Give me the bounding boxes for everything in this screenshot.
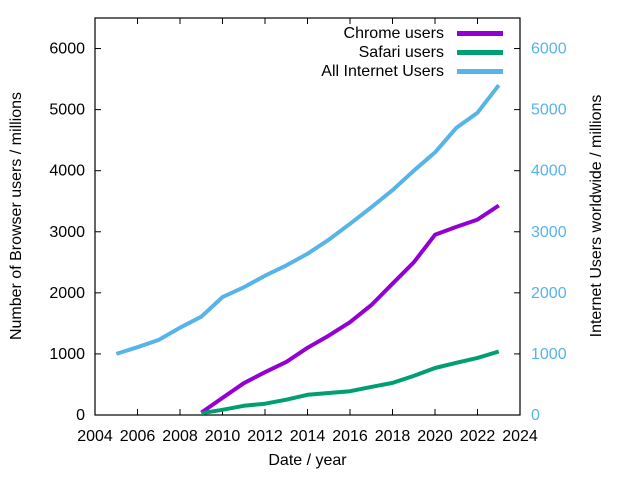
plot-border: [94, 17, 521, 416]
y-axis-right: 0 1000 2000 3000 4000 5000 6000: [514, 41, 567, 424]
x-tick-label: 2024: [502, 428, 538, 445]
legend-item-all-internet-users: All Internet Users: [321, 62, 503, 81]
y2-tick-label: 4000: [531, 163, 567, 180]
y2-tick-label: 2000: [531, 285, 567, 302]
legend-item-safari-users: Safari users: [321, 43, 503, 62]
y2-axis-title: Internet Users worldwide / millions: [588, 94, 605, 338]
series-line-safari-users: [200, 349, 500, 416]
y2-tick-label: 3000: [531, 224, 567, 241]
y-tick-label: 2000: [49, 285, 85, 302]
legend-swatch-chrome-users: [457, 31, 503, 36]
y-tick-label: 4000: [49, 163, 85, 180]
legend-label-all-internet-users: All Internet Users: [321, 63, 444, 80]
y-axis-left: 0 1000 2000 3000 4000 5000 6000: [49, 41, 101, 424]
legend-swatch-safari-users: [457, 50, 503, 55]
x-tick-label: 2004: [77, 428, 113, 445]
legend-swatch-all-internet-users: [457, 69, 503, 74]
y-tick-label: 3000: [49, 224, 85, 241]
x-tick-label: 2014: [290, 428, 326, 445]
x-axis: 2004 2006 2008 2010 2012 2014 2016 2018 2020 2022…: [77, 18, 538, 445]
x-tick-label: 2012: [247, 428, 283, 445]
y2-tick-label: 1000: [531, 346, 567, 363]
y-tick-label: 6000: [49, 41, 85, 58]
x-tick-label: 2006: [120, 428, 156, 445]
legend: Chrome users Safari users All Internet U…: [321, 24, 503, 81]
y2-tick-label: 5000: [531, 102, 567, 119]
x-tick-label: 2008: [162, 428, 198, 445]
x-tick-label: 2010: [205, 428, 241, 445]
y-tick-label: 0: [76, 407, 85, 424]
x-tick-label: 2022: [460, 428, 496, 445]
x-axis-title: Date / year: [268, 452, 347, 469]
y2-tick-label: 6000: [531, 41, 567, 58]
x-tick-label: 2016: [332, 428, 368, 445]
legend-label-chrome-users: Chrome users: [343, 25, 444, 42]
y-tick-label: 1000: [49, 346, 85, 363]
x-tick-label: 2020: [417, 428, 453, 445]
y-axis-title: Number of Browser users / millions: [8, 91, 25, 341]
series-line-all-internet-users: [115, 83, 501, 356]
y2-tick-label: 0: [531, 407, 540, 424]
legend-label-safari-users: Safari users: [358, 44, 444, 61]
series-line-chrome-users: [200, 203, 500, 415]
y-tick-label: 5000: [49, 102, 85, 119]
legend-item-chrome-users: Chrome users: [321, 24, 503, 43]
x-tick-label: 2018: [375, 428, 411, 445]
